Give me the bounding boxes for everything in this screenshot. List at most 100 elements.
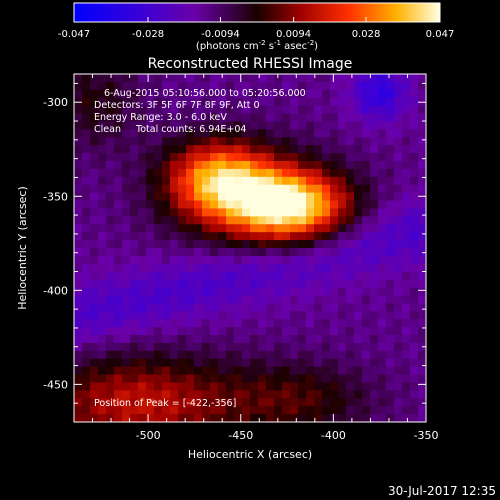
heatmap-cell <box>266 113 275 123</box>
heatmap-cell <box>170 137 179 146</box>
heatmap-cell <box>338 327 347 336</box>
heatmap-cell <box>106 255 115 265</box>
heatmap-cell <box>162 311 171 320</box>
heatmap-cell <box>370 366 379 376</box>
heatmap-cell <box>282 319 291 328</box>
heatmap-cell <box>402 208 411 217</box>
heatmap-cell <box>306 335 315 344</box>
heatmap-cell <box>266 153 275 162</box>
heatmap-cell <box>178 97 187 107</box>
heatmap-cell <box>162 121 171 130</box>
heatmap-cell <box>250 161 259 170</box>
heatmap-cell <box>242 224 251 233</box>
heatmap-cell <box>178 121 187 130</box>
heatmap-cell <box>146 366 155 376</box>
heatmap-cell <box>74 105 83 115</box>
heatmap-cell <box>338 271 347 281</box>
heatmap-cell <box>266 295 275 304</box>
heatmap-cell <box>146 224 155 233</box>
heatmap-cell <box>90 232 99 241</box>
heatmap-cell <box>178 374 187 384</box>
heatmap-cell <box>202 224 211 233</box>
heatmap-cell <box>162 406 171 415</box>
heatmap-cell <box>138 311 147 320</box>
heatmap-cell <box>122 240 131 249</box>
heatmap-cell <box>114 255 123 265</box>
heatmap-cell <box>242 382 251 391</box>
heatmap-cell <box>330 145 339 154</box>
heatmap-cell <box>338 414 347 422</box>
heatmap-cell <box>378 366 387 376</box>
heatmap-cell <box>146 208 155 217</box>
heatmap-cell <box>170 192 179 202</box>
heatmap-cell <box>330 327 339 336</box>
heatmap-cell <box>178 398 187 407</box>
heatmap-cell <box>114 184 123 194</box>
heatmap-cell <box>258 295 267 304</box>
heatmap-cell <box>178 145 187 154</box>
heatmap-cell <box>378 255 387 265</box>
heatmap-cell <box>362 240 371 249</box>
heatmap-cell <box>146 358 155 368</box>
heatmap-cell <box>234 200 243 210</box>
heatmap-cell <box>202 176 211 186</box>
heatmap-cell <box>330 382 339 391</box>
heatmap-cell <box>90 414 99 422</box>
heatmap-cell <box>298 176 307 186</box>
heatmap-cell <box>346 406 355 415</box>
heatmap-cell <box>74 311 83 320</box>
heatmap-cell <box>314 382 323 391</box>
info-detectors: Detectors: 3F 5F 6F 7F 8F 9F, Att 0 <box>94 100 260 111</box>
heatmap-cell <box>146 398 155 407</box>
heatmap-cell <box>338 398 347 407</box>
heatmap-cell <box>226 335 235 344</box>
heatmap-cell <box>274 398 283 407</box>
heatmap-cell <box>130 271 139 281</box>
heatmap-cell <box>130 224 139 233</box>
heatmap-cell <box>130 287 139 297</box>
heatmap-image <box>74 74 426 422</box>
heatmap-cell <box>370 153 379 162</box>
heatmap-cell <box>114 279 123 289</box>
heatmap-cell <box>410 295 419 304</box>
heatmap-cell <box>234 263 243 273</box>
heatmap-cell <box>202 97 211 107</box>
heatmap-cell <box>178 200 187 210</box>
heatmap-cell <box>170 81 179 91</box>
heatmap-cell <box>250 176 259 186</box>
heatmap-cell <box>322 240 331 249</box>
heatmap-cell <box>346 200 355 210</box>
heatmap-cell <box>290 398 299 407</box>
heatmap-cell <box>82 350 91 360</box>
heatmap-cell <box>410 192 419 202</box>
heatmap-cell <box>194 200 203 210</box>
heatmap-cell <box>250 390 259 399</box>
heatmap-cell <box>90 295 99 304</box>
heatmap-cell <box>162 303 171 312</box>
heatmap-cell <box>154 366 163 376</box>
heatmap-cell <box>218 327 227 336</box>
heatmap-cell <box>378 97 387 107</box>
heatmap-cell <box>234 74 243 83</box>
heatmap-cell <box>266 161 275 170</box>
heatmap-cell <box>114 263 123 273</box>
heatmap-cell <box>114 350 123 360</box>
heatmap-cell <box>234 184 243 194</box>
heatmap-cell <box>346 145 355 154</box>
heatmap-cell <box>306 263 315 273</box>
heatmap-cell <box>378 287 387 297</box>
heatmap-cell <box>146 176 155 186</box>
heatmap-cell <box>226 319 235 328</box>
heatmap-cell <box>402 303 411 312</box>
heatmap-cell <box>322 374 331 384</box>
heatmap-cell <box>386 398 395 407</box>
heatmap-cell <box>138 279 147 289</box>
heatmap-cell <box>410 208 419 217</box>
heatmap-cell <box>194 153 203 162</box>
heatmap-cell <box>354 184 363 194</box>
heatmap-cell <box>98 350 107 360</box>
heatmap-cell <box>234 192 243 202</box>
heatmap-cell <box>402 406 411 415</box>
heatmap-cell <box>370 398 379 407</box>
heatmap-cell <box>194 366 203 376</box>
